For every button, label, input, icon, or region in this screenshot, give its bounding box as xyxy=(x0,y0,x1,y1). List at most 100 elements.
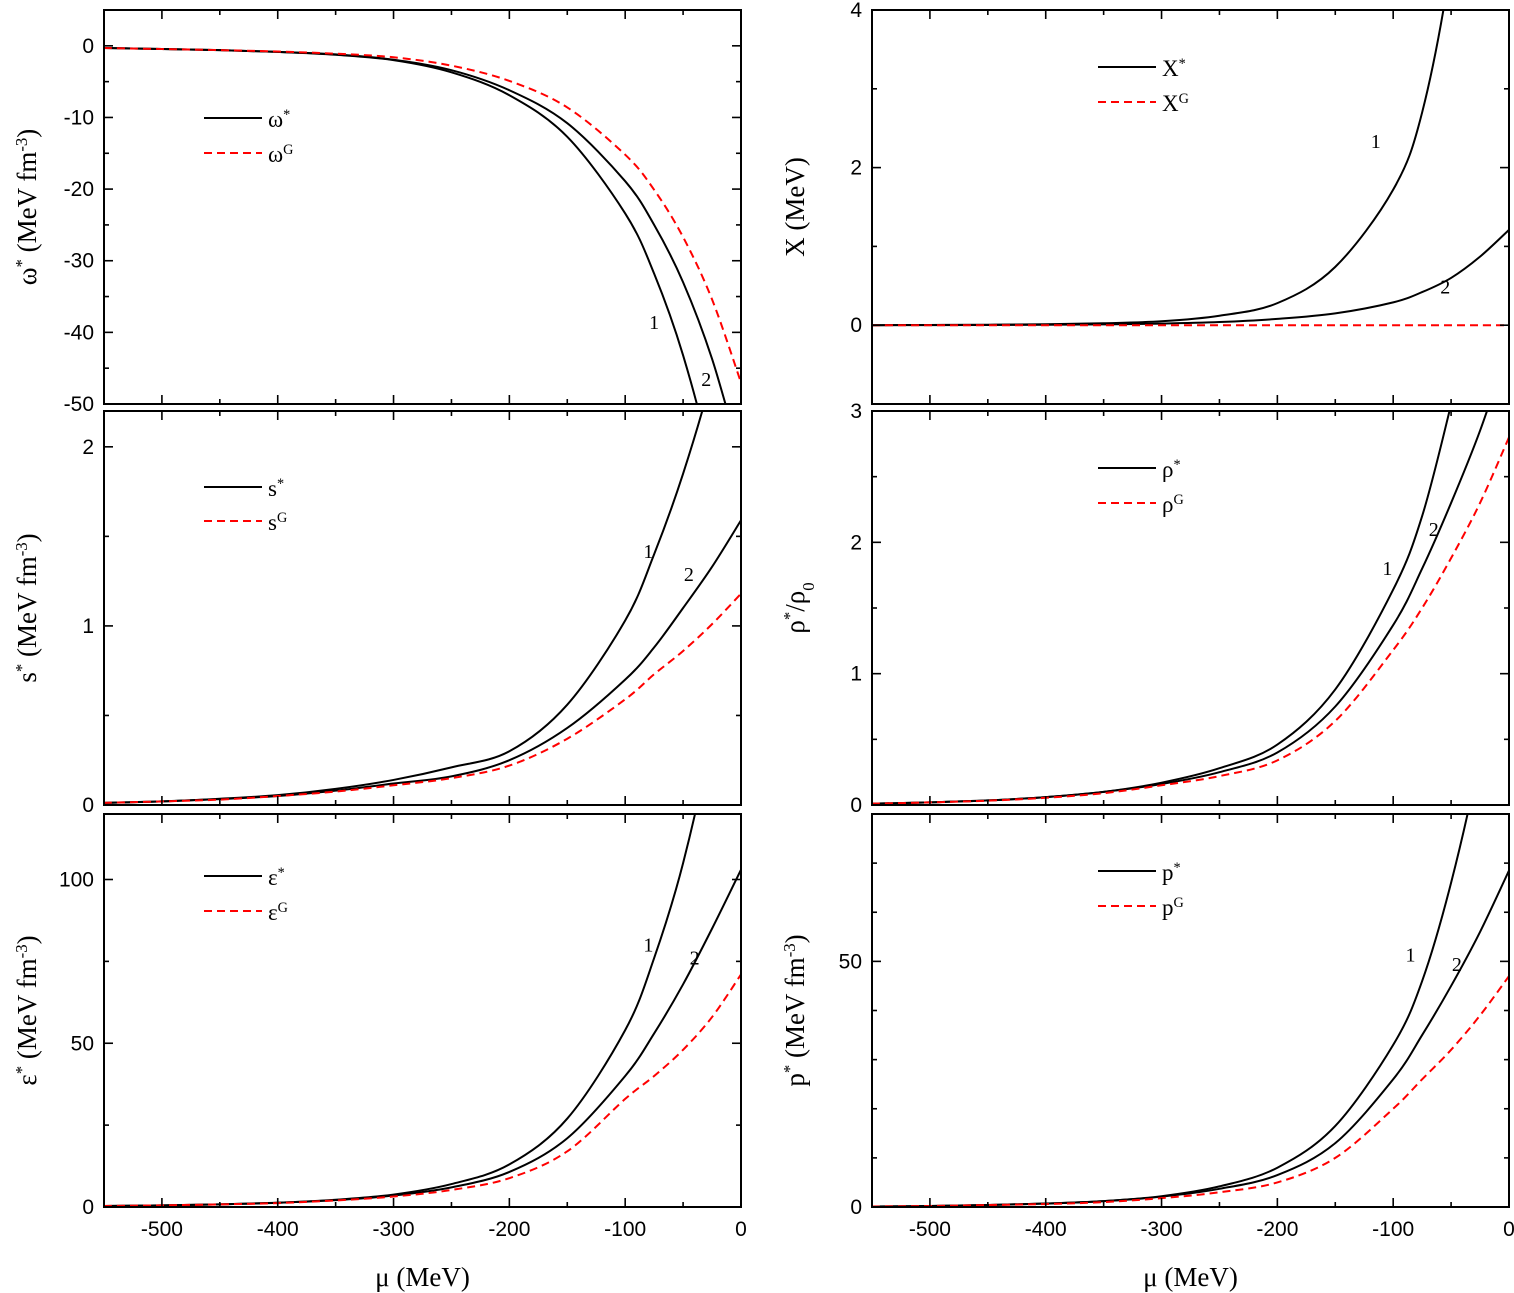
text-part: p xyxy=(1162,895,1174,920)
x-axis-label: μ (MeV) xyxy=(375,1262,470,1292)
curve-label-1: 1 xyxy=(643,541,653,563)
plot-frame xyxy=(871,410,1510,806)
x-tick-label: -300 xyxy=(373,1218,415,1241)
text-part: (MeV fm xyxy=(12,152,42,260)
x-axis-label: μ (MeV) xyxy=(1143,1262,1238,1292)
y-tick-label: 2 xyxy=(82,436,94,459)
curve-label-2: 2 xyxy=(701,369,711,391)
text-part: (MeV fm xyxy=(12,958,42,1066)
y-axis-label: s* (MeV fm-3) xyxy=(12,533,43,682)
superscript: G xyxy=(1179,91,1189,107)
superscript: * xyxy=(283,107,290,123)
y-axis-label: p* (MeV fm-3) xyxy=(780,934,811,1086)
superscript: G xyxy=(1174,895,1184,911)
superscript: * xyxy=(12,259,31,267)
y-tick-label: -10 xyxy=(64,106,94,129)
superscript: G xyxy=(278,900,288,916)
superscript: * xyxy=(278,865,285,881)
series-line-1 xyxy=(104,46,698,404)
curve-label-2: 2 xyxy=(684,564,694,586)
series-line-gaussian xyxy=(872,436,1509,805)
text-part: /ρ xyxy=(780,591,810,612)
legend-label: sG xyxy=(268,510,287,535)
text-part: ) xyxy=(12,935,42,944)
y-tick-label: 100 xyxy=(59,869,94,892)
x-tick-label: 0 xyxy=(1503,1218,1514,1241)
text-part: ) xyxy=(12,533,42,542)
text-part: ε xyxy=(268,865,278,890)
legend: ρ*ρG xyxy=(1098,457,1184,517)
series-line-gaussian xyxy=(104,46,741,383)
series-line-gaussian xyxy=(104,592,741,804)
y-tick-label: 0 xyxy=(850,314,862,337)
text-part: s xyxy=(12,672,42,683)
plot-frame xyxy=(103,9,742,405)
x-tick-label: -100 xyxy=(1372,1218,1414,1241)
y-axis-label: ρ*/ρ0 xyxy=(780,582,818,633)
plot-frame xyxy=(103,410,742,806)
y-axis-label: ω* (MeV fm-3) xyxy=(12,129,43,286)
series-line-2 xyxy=(104,869,741,1207)
text-part: X (MeV) xyxy=(780,157,810,257)
legend-label: ω* xyxy=(268,107,290,132)
x-tick-label: -200 xyxy=(1256,1218,1298,1241)
y-tick-label: 0 xyxy=(850,794,862,817)
curve-label-2: 2 xyxy=(1440,277,1450,299)
y-tick-label: 1 xyxy=(82,615,94,638)
legend-label: ε* xyxy=(268,865,285,890)
y-tick-label: -50 xyxy=(64,393,94,416)
series-line-2 xyxy=(872,229,1509,327)
text-part: ρ xyxy=(780,620,810,633)
text-part: s xyxy=(268,510,277,535)
text-part: ε xyxy=(268,900,278,925)
text-part: ω xyxy=(268,142,283,167)
series-line-2 xyxy=(872,870,1509,1207)
superscript: -3 xyxy=(12,944,31,958)
series-line-1 xyxy=(872,10,1445,327)
x-tick-label: -100 xyxy=(604,1218,646,1241)
text-part: p xyxy=(1162,860,1174,885)
legend-label: εG xyxy=(268,900,288,925)
plot-frame xyxy=(871,9,1510,405)
text-part: ) xyxy=(780,934,810,943)
curve-label-2: 2 xyxy=(690,948,700,970)
legend: p*pG xyxy=(1098,860,1184,920)
text-part: μ (MeV) xyxy=(375,1262,470,1292)
legend-label: p* xyxy=(1162,860,1181,885)
y-tick-label: 4 xyxy=(850,0,862,22)
x-tick-label: -400 xyxy=(257,1218,299,1241)
y-tick-label: -30 xyxy=(64,250,94,273)
text-part: (MeV fm xyxy=(12,556,42,664)
curve-label-1: 1 xyxy=(643,935,653,957)
text-part: ε xyxy=(12,1074,42,1085)
plot-frame xyxy=(103,813,742,1208)
x-tick-label: -200 xyxy=(488,1218,530,1241)
superscript: * xyxy=(780,1065,799,1073)
series-line-1 xyxy=(872,814,1469,1207)
y-tick-label: 2 xyxy=(850,157,862,180)
superscript: * xyxy=(780,612,799,620)
superscript: G xyxy=(283,142,293,158)
text-part: ω xyxy=(268,107,283,132)
x-tick-label: -300 xyxy=(1141,1218,1183,1241)
text-part: μ (MeV) xyxy=(1143,1262,1238,1292)
legend: ω*ωG xyxy=(204,107,293,167)
series-line-2 xyxy=(872,411,1489,805)
text-part: X xyxy=(1162,91,1179,116)
superscript: * xyxy=(1174,860,1181,876)
text-part: ω xyxy=(12,268,42,286)
text-part: ρ xyxy=(1162,492,1173,517)
superscript: -3 xyxy=(780,943,799,957)
y-tick-label: 50 xyxy=(839,950,862,973)
text-part: ) xyxy=(12,129,42,138)
legend: s*sG xyxy=(204,476,287,535)
series-line-1 xyxy=(104,411,704,804)
subscript: 0 xyxy=(799,582,818,590)
series-line-gaussian xyxy=(872,975,1509,1207)
y-tick-label: 2 xyxy=(850,531,862,554)
